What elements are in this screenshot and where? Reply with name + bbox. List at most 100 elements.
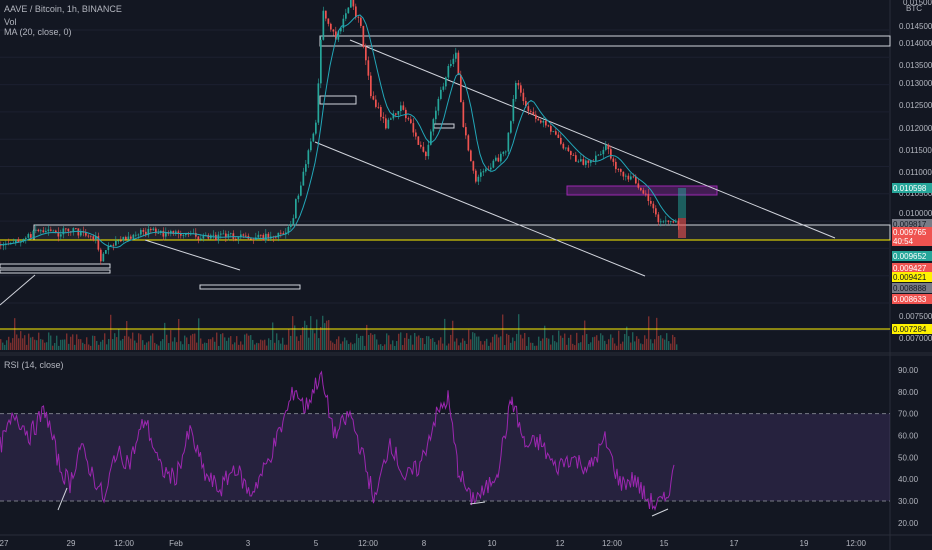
candle-body [547,125,550,127]
price-tag-label: 0.009652 [893,252,927,261]
candle-body [345,13,347,19]
volume-bar [442,343,444,350]
volume-bar [364,345,366,350]
candle-body [232,233,235,239]
volume-bar [328,320,330,350]
volume-bar [188,344,190,350]
symbol-legend[interactable]: AAVE / Bitcoin, 1h, BINANCE [4,4,122,14]
volume-bar [324,323,326,350]
volume-bar [670,343,672,350]
volume-bar [474,333,476,350]
volume-bar [570,334,572,350]
rsi-trend-line [469,501,486,505]
volume-bar [280,343,282,350]
volume-bar [100,341,102,350]
candle-body [580,159,582,162]
volume-bar [52,345,54,350]
volume-bar [608,339,610,350]
volume-bar [38,332,40,350]
volume-bar [300,335,302,350]
volume-bar [648,316,650,350]
candle-body [287,226,290,233]
candle-body [447,66,450,78]
volume-bar [18,338,20,350]
volume-bar [428,336,430,350]
candle-body [617,169,620,170]
volume-bar [40,339,42,350]
volume-bar [26,344,28,350]
volume-bar [72,334,74,350]
volume-bar [34,339,36,350]
pane-separator [0,352,932,356]
volume-bar [62,339,64,350]
candle-body [132,234,135,239]
volume-bar [356,333,358,350]
price-tag [892,272,932,282]
volume-bar [446,345,448,350]
volume-bar [258,343,260,350]
candle-body [35,229,37,231]
volume-bar [200,338,202,350]
volume-bar [464,340,466,350]
candle-body [337,31,340,40]
volume-bar [306,325,308,350]
volume-bar [540,340,542,350]
volume-bar [338,336,340,350]
rsi-trend-line [651,508,669,517]
volume-bar [298,340,300,350]
candle-body [155,228,157,234]
volume-bar [636,336,638,350]
volume-bar [406,333,408,350]
candle-body [302,171,305,186]
volume-bar [628,336,630,350]
rsi-legend[interactable]: RSI (14, close) [4,360,64,370]
volume-bar [602,335,604,350]
volume-bar [534,345,536,350]
volume-bar [282,337,284,350]
candle-body [112,244,115,246]
volume-bar [0,339,2,350]
ma-legend[interactable]: MA (20, close, 0) [4,27,72,37]
candle-body [620,169,622,172]
volume-bar [230,336,232,350]
volume-bar [674,337,676,350]
volume-bar [216,332,218,350]
candles [0,0,680,265]
rsi-tick-label: 20.00 [898,519,919,528]
candle-body [425,151,427,157]
candle-body [455,52,457,59]
candle-body [22,238,25,242]
volume-bar [54,342,56,350]
price-tag-label: 0.007284 [893,325,927,334]
candle-body [610,149,612,159]
volume-bar [264,339,266,350]
volume-bar [56,335,58,350]
volume-bar [166,334,168,350]
volume-legend[interactable]: Vol [4,17,17,27]
volume-bar [494,334,496,350]
volume-bar [456,338,458,350]
volume-bar [502,314,504,350]
time-tick-label: 10 [488,539,497,548]
candle-body [477,176,480,182]
candle-body [510,121,512,133]
volume-bar [582,335,584,350]
volume-bar [566,344,568,350]
time-tick-label: 3 [246,539,251,548]
price-tag-label: 0.008633 [893,295,927,304]
candle-body [540,120,542,123]
volume-bar [492,336,494,350]
volume-bar [88,344,90,350]
volume-bar [292,316,294,350]
candle-body [282,233,285,235]
candle-body [27,234,30,238]
volume-bar [212,337,214,350]
candle-body [552,131,555,133]
volume-bar [284,344,286,350]
volume-bar [130,338,132,350]
candle-body [635,176,637,184]
volume-bar [568,337,570,350]
volume-bar [290,335,292,350]
volume-bar [304,320,306,350]
